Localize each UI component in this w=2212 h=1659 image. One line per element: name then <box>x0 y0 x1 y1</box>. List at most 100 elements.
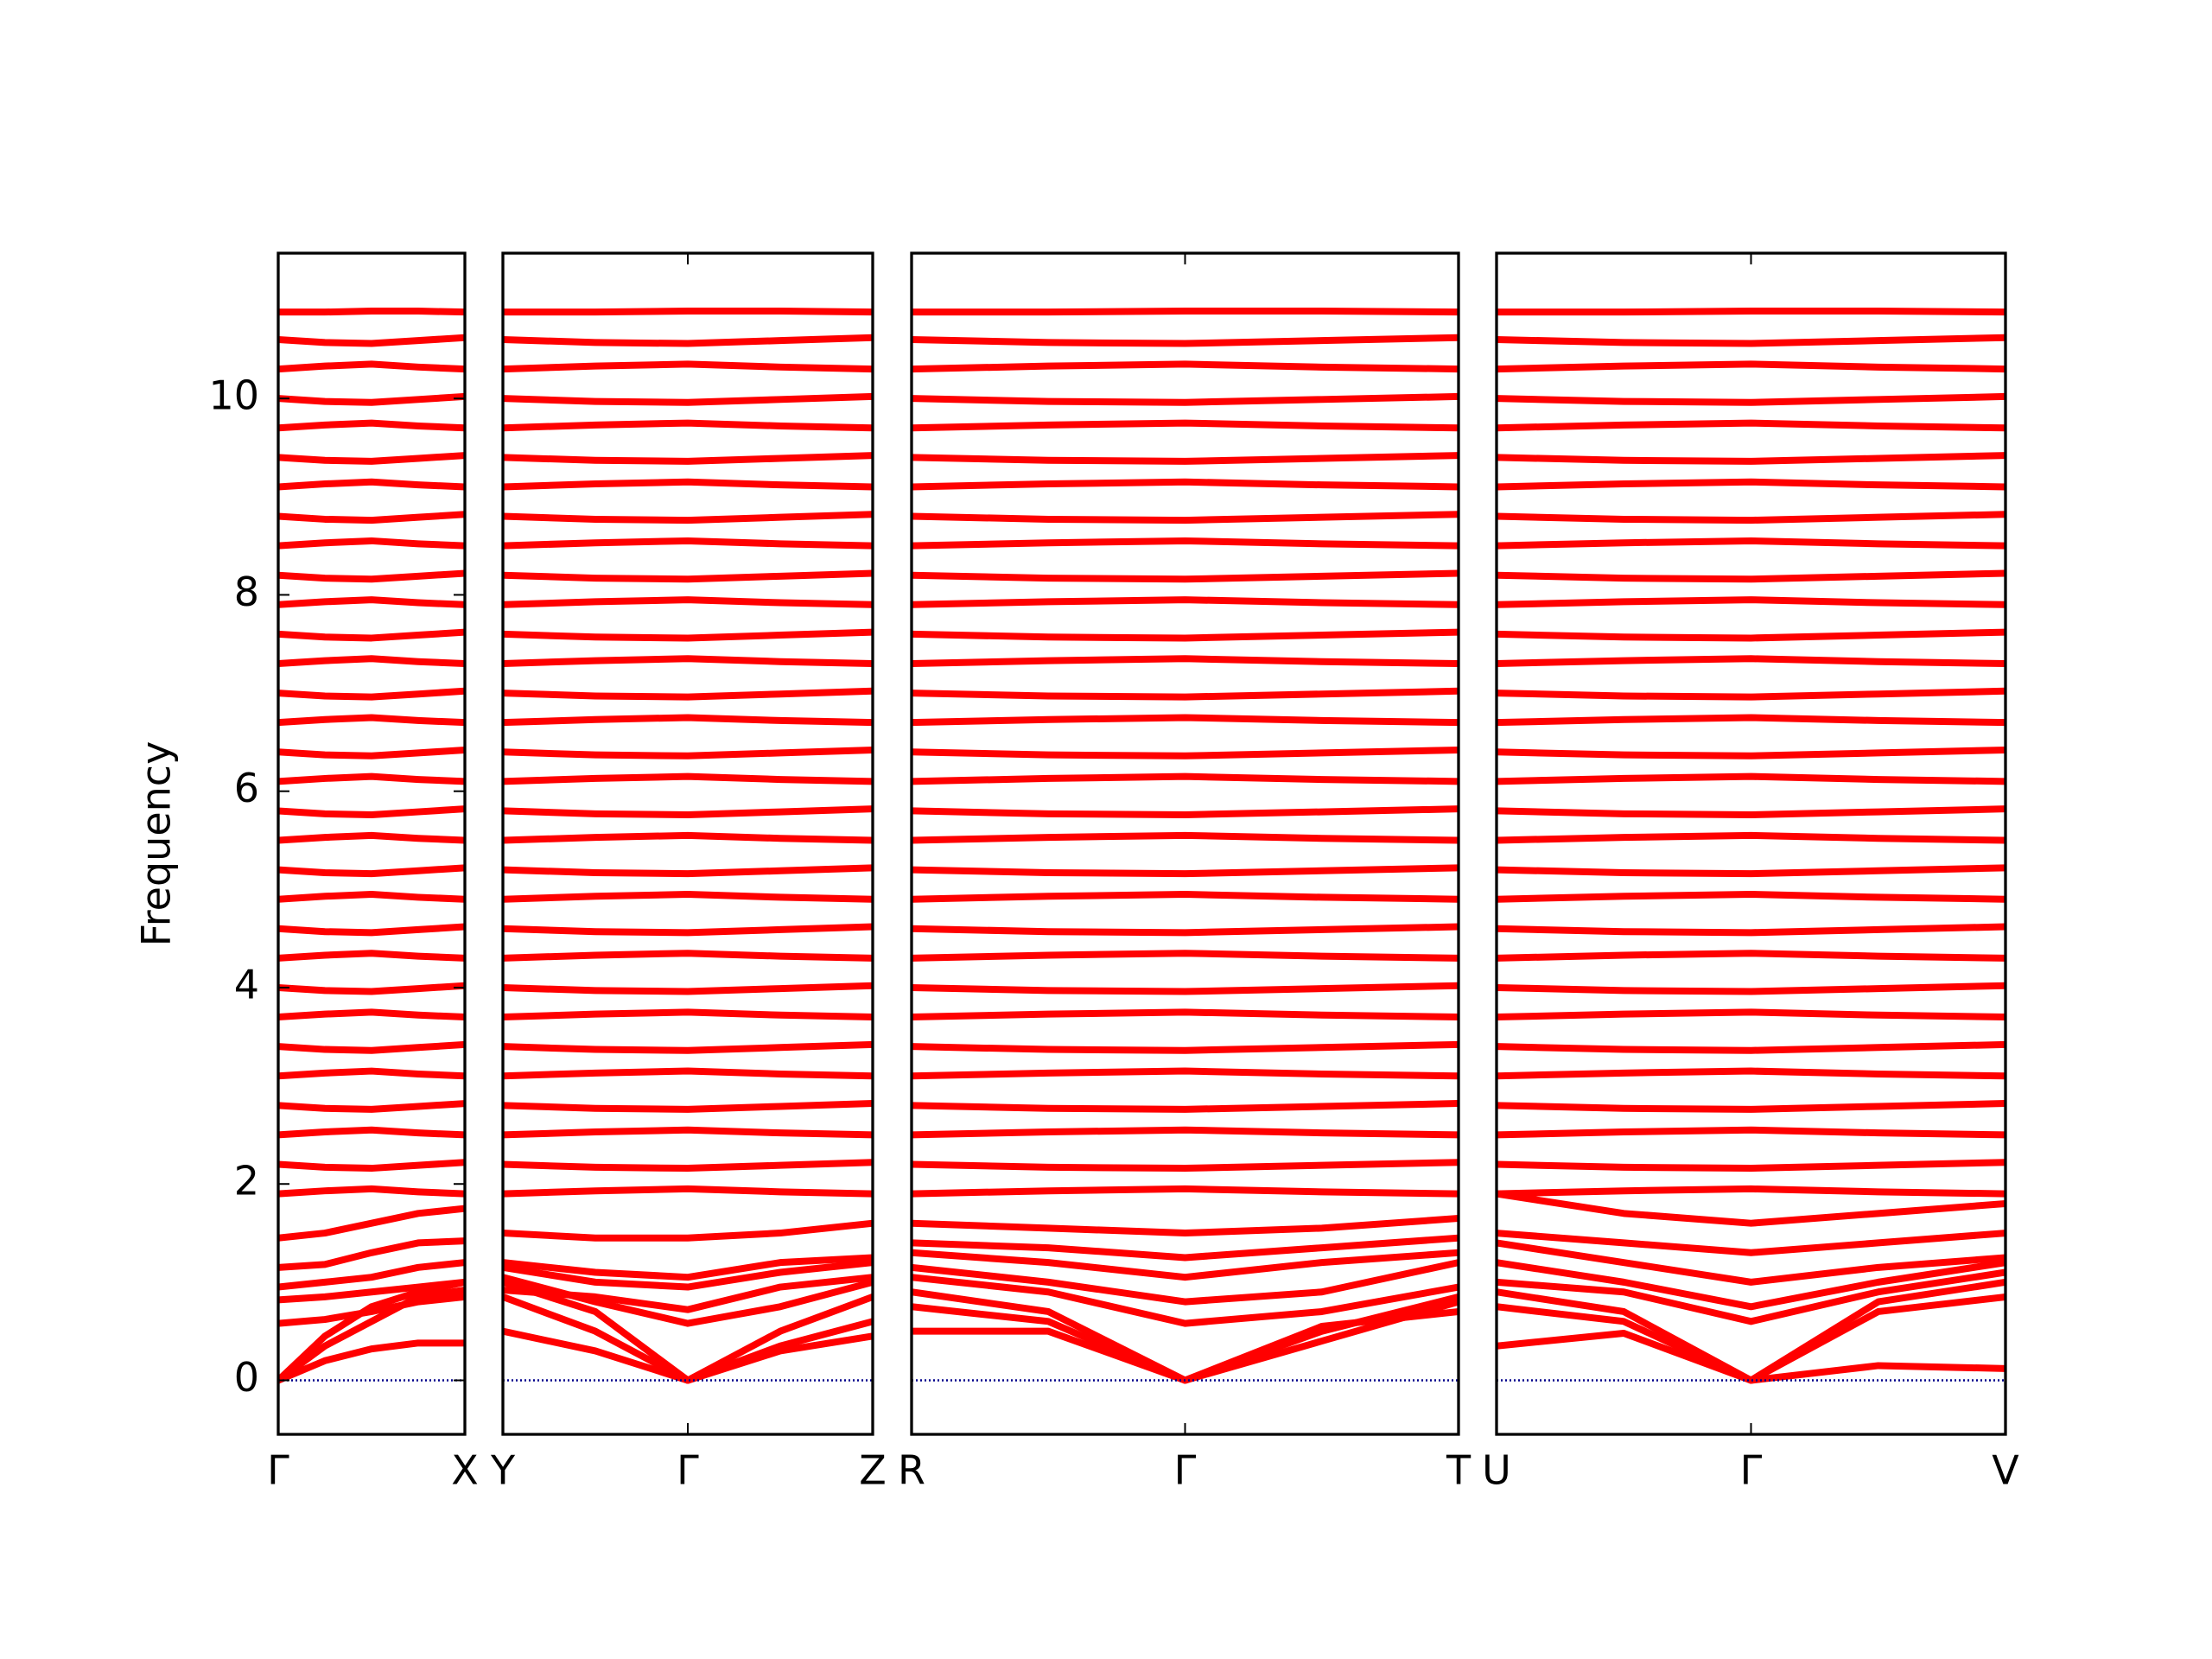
band <box>1497 923 2005 937</box>
band <box>278 1100 465 1113</box>
frame <box>276 251 467 1436</box>
band <box>503 746 873 760</box>
band <box>912 714 1459 727</box>
band <box>278 1205 465 1242</box>
band <box>503 982 873 995</box>
band <box>503 596 873 608</box>
band <box>1497 687 2005 701</box>
band <box>503 452 873 465</box>
band <box>912 891 1459 903</box>
band <box>912 596 1459 608</box>
x-tick-label: Γ <box>267 1447 289 1494</box>
band <box>912 360 1459 373</box>
band <box>278 1067 465 1080</box>
band <box>503 537 873 550</box>
band <box>912 1234 1459 1262</box>
band <box>503 569 873 583</box>
band <box>278 569 465 583</box>
band <box>912 334 1459 347</box>
band <box>1497 478 2005 491</box>
band <box>912 308 1459 316</box>
band <box>1497 1100 2005 1113</box>
band <box>278 419 465 432</box>
band <box>278 891 465 903</box>
band <box>503 1008 873 1021</box>
band <box>1497 1230 2005 1256</box>
band <box>278 392 465 406</box>
band <box>278 714 465 727</box>
band <box>278 1185 465 1198</box>
band <box>503 1040 873 1054</box>
band <box>1497 569 2005 583</box>
band <box>1497 1126 2005 1139</box>
band <box>1497 392 2005 406</box>
band <box>503 1126 873 1139</box>
band <box>503 1100 873 1113</box>
band <box>503 923 873 937</box>
band <box>278 864 465 878</box>
band <box>503 1254 873 1281</box>
band <box>278 334 465 347</box>
x-tick-label: V <box>1992 1447 2019 1494</box>
band <box>503 772 873 785</box>
band <box>1497 1067 2005 1080</box>
band <box>1497 982 2005 995</box>
x-tick-label: Z <box>859 1447 887 1494</box>
band <box>912 655 1459 667</box>
band <box>1497 511 2005 524</box>
band <box>503 511 873 524</box>
band <box>1497 891 2005 903</box>
band <box>278 805 465 818</box>
band <box>1497 537 2005 550</box>
band <box>1497 831 2005 844</box>
band <box>278 628 465 642</box>
band <box>278 478 465 491</box>
band <box>1497 746 2005 760</box>
band <box>912 746 1459 760</box>
band <box>912 1040 1459 1054</box>
band <box>912 537 1459 550</box>
band <box>503 864 873 878</box>
x-tick-label: Y <box>490 1447 516 1494</box>
band <box>503 392 873 406</box>
band <box>1497 1185 2005 1198</box>
band <box>503 1067 873 1080</box>
band <box>278 1339 465 1384</box>
band <box>912 687 1459 701</box>
band <box>503 1159 873 1173</box>
band <box>912 511 1459 524</box>
band <box>278 308 465 316</box>
band <box>912 982 1459 995</box>
band <box>1497 772 2005 785</box>
band <box>503 419 873 432</box>
band <box>912 950 1459 962</box>
y-tick-label: 6 <box>234 765 259 811</box>
band <box>1497 864 2005 878</box>
band <box>503 1279 873 1384</box>
band <box>912 1185 1459 1198</box>
band <box>1497 1268 2005 1325</box>
band <box>278 1259 465 1291</box>
band <box>1497 628 2005 642</box>
band <box>912 805 1459 818</box>
band <box>912 1100 1459 1113</box>
band <box>1497 308 2005 316</box>
band <box>912 831 1459 844</box>
band <box>912 452 1459 465</box>
band <box>912 1259 1459 1306</box>
band <box>1497 1008 2005 1021</box>
band <box>912 1008 1459 1021</box>
y-tick-label: 4 <box>234 961 259 1007</box>
band <box>1497 1190 2005 1227</box>
band <box>1497 950 2005 962</box>
band <box>1497 714 2005 727</box>
band <box>278 452 465 465</box>
x-tick-label: Γ <box>1174 1447 1197 1494</box>
band <box>503 687 873 701</box>
y-tick-label: 0 <box>234 1354 259 1401</box>
band <box>503 1274 873 1313</box>
band <box>503 655 873 667</box>
band <box>1497 334 2005 347</box>
